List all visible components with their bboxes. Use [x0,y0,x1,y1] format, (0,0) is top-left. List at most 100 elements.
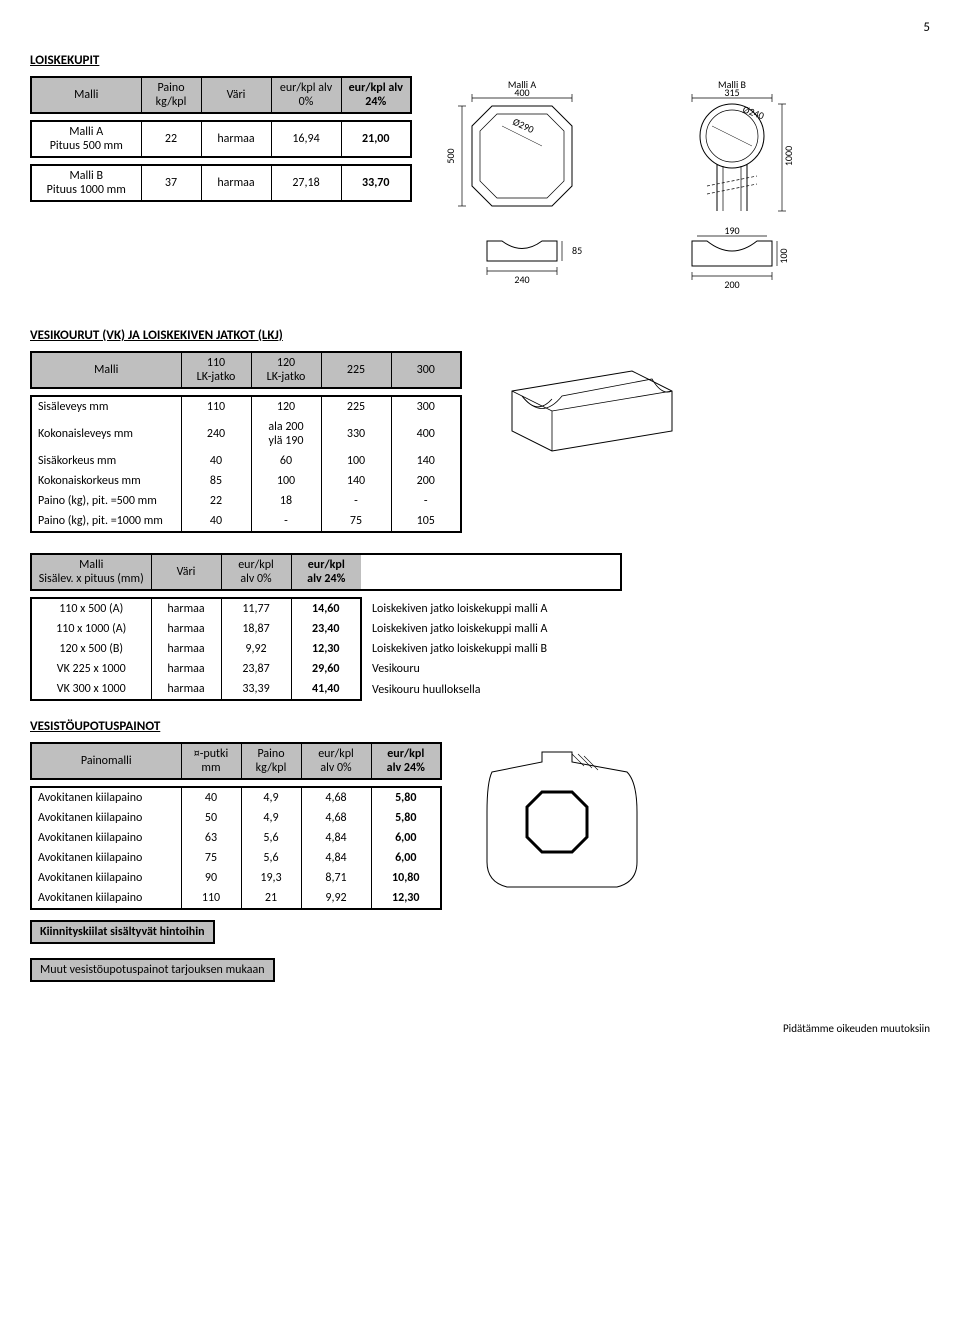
cell: harmaa [151,659,221,679]
cell: Avokitanen kiilapaino [31,848,181,868]
svg-text:200: 200 [724,278,739,291]
row-label: Paino (kg), pit. =1000 mm [31,511,181,532]
hdr: ¤-putki mm [181,743,241,779]
cell: Avokitanen kiilapaino [31,888,181,909]
cell: 400 [391,417,461,451]
cell: 19,3 [241,868,301,888]
cell-desc: Loiskekiven jatko loiskekuppi malli A [361,598,621,619]
cell: 110 x 1000 (A) [31,619,151,639]
cell: 4,84 [301,848,371,868]
hdr: 225 [321,352,391,388]
cell-desc: Loiskekiven jatko loiskekuppi malli A [361,619,621,639]
svg-text:Ø290: Ø290 [511,115,536,136]
cell: - [321,491,391,511]
footer-text: Pidätämme oikeuden muutoksiin [30,1022,930,1035]
cell: 6,00 [371,828,441,848]
cell: 4,9 [241,787,301,808]
hdr: eur/kpl alv 0% [301,743,371,779]
table-painot: Painomalli ¤-putki mm Paino kg/kpl eur/k… [30,742,442,910]
cell: 16,94 [271,121,341,157]
cell: 33,39 [221,679,291,700]
cell: 75 [321,511,391,532]
svg-text:100: 100 [777,248,790,263]
cell: 4,68 [301,808,371,828]
hdr-p24: eur/kpl alv 24% [341,77,411,113]
hdr: Väri [151,554,221,590]
cell: harmaa [151,639,221,659]
row-label: Paino (kg), pit. =500 mm [31,491,181,511]
cell: 225 [321,396,391,417]
cell: 200 [391,471,461,491]
cell: 75 [181,848,241,868]
table-pituus: Malli Sisälev. x pituus (mm) Väri eur/kp… [30,553,622,701]
cell: 140 [391,451,461,471]
note-kiinnityskiilat: Kiinnityskiilat sisältyvät hintoihin [30,920,215,944]
cell: 5,80 [371,808,441,828]
note-muut: Muut vesistöupotuspainot tarjouksen muka… [30,958,275,982]
hdr: 300 [391,352,461,388]
cell: 9,92 [301,888,371,909]
cell: 8,71 [301,868,371,888]
cell: 18 [251,491,321,511]
cell: 300 [391,396,461,417]
hdr-p0: eur/kpl alv 0% [271,77,341,113]
hdr: eur/kpl alv 24% [371,743,441,779]
hdr: 110 LK-jatko [181,352,251,388]
cell: 4,9 [241,808,301,828]
cell: harmaa [151,679,221,700]
cell: 140 [321,471,391,491]
cell: Avokitanen kiilapaino [31,868,181,888]
cell: harmaa [151,598,221,619]
cell: 33,70 [341,165,411,201]
cell: 4,68 [301,787,371,808]
svg-text:Ø240: Ø240 [741,103,766,123]
section-title-painot: VESISTÖUPOTUSPAINOT [30,719,930,734]
hdr: eur/kpl alv 24% [291,554,361,590]
cell: 18,87 [221,619,291,639]
cell: 21,00 [341,121,411,157]
cell: 110 x 500 (A) [31,598,151,619]
svg-text:500: 500 [444,148,457,163]
cell: 85 [181,471,251,491]
section-title-vesikourut: VESIKOURUT (VK) JA LOISKEKIVEN JATKOT (L… [30,328,930,343]
cell: harmaa [151,619,221,639]
svg-text:315: 315 [724,86,739,99]
diagram-kiilapaino [472,742,930,906]
cell: 41,40 [291,679,361,700]
cell: - [391,491,461,511]
cell: 110 [181,396,251,417]
cell: 120 x 500 (B) [31,639,151,659]
cell: 10,80 [371,868,441,888]
svg-text:400: 400 [514,86,529,99]
cell-malli-b: Malli B Pituus 1000 mm [31,165,141,201]
cell: 4,84 [301,828,371,848]
cell: Avokitanen kiilapaino [31,787,181,808]
cell: 5,80 [371,787,441,808]
cell: 105 [391,511,461,532]
diagram-vesikouru [492,351,930,475]
row-label: Kokonaisleveys mm [31,417,181,451]
cell: 5,6 [241,828,301,848]
cell: 22 [141,121,201,157]
section-title-loiskekupit: LOISKEKUPIT [30,53,930,68]
cell: harmaa [201,121,271,157]
diagram-loiskekupit: Malli A 400 Ø290 500 85 240 [442,76,930,310]
cell: 23,40 [291,619,361,639]
cell: 12,30 [291,639,361,659]
cell: 9,92 [221,639,291,659]
cell-malli-a: Malli A Pituus 500 mm [31,121,141,157]
cell: 63 [181,828,241,848]
svg-text:1000: 1000 [782,146,795,166]
svg-text:190: 190 [724,224,739,237]
cell: VK 300 x 1000 [31,679,151,700]
row-label: Sisäleveys mm [31,396,181,417]
hdr: Malli Sisälev. x pituus (mm) [31,554,151,590]
table-vesikourut: Malli 110 LK-jatko 120 LK-jatko 225 300 … [30,351,462,533]
cell: 21 [241,888,301,909]
cell: 60 [251,451,321,471]
cell: 100 [321,451,391,471]
svg-text:240: 240 [514,273,529,286]
cell: 100 [251,471,321,491]
page-number: 5 [30,20,930,35]
cell: 27,18 [271,165,341,201]
